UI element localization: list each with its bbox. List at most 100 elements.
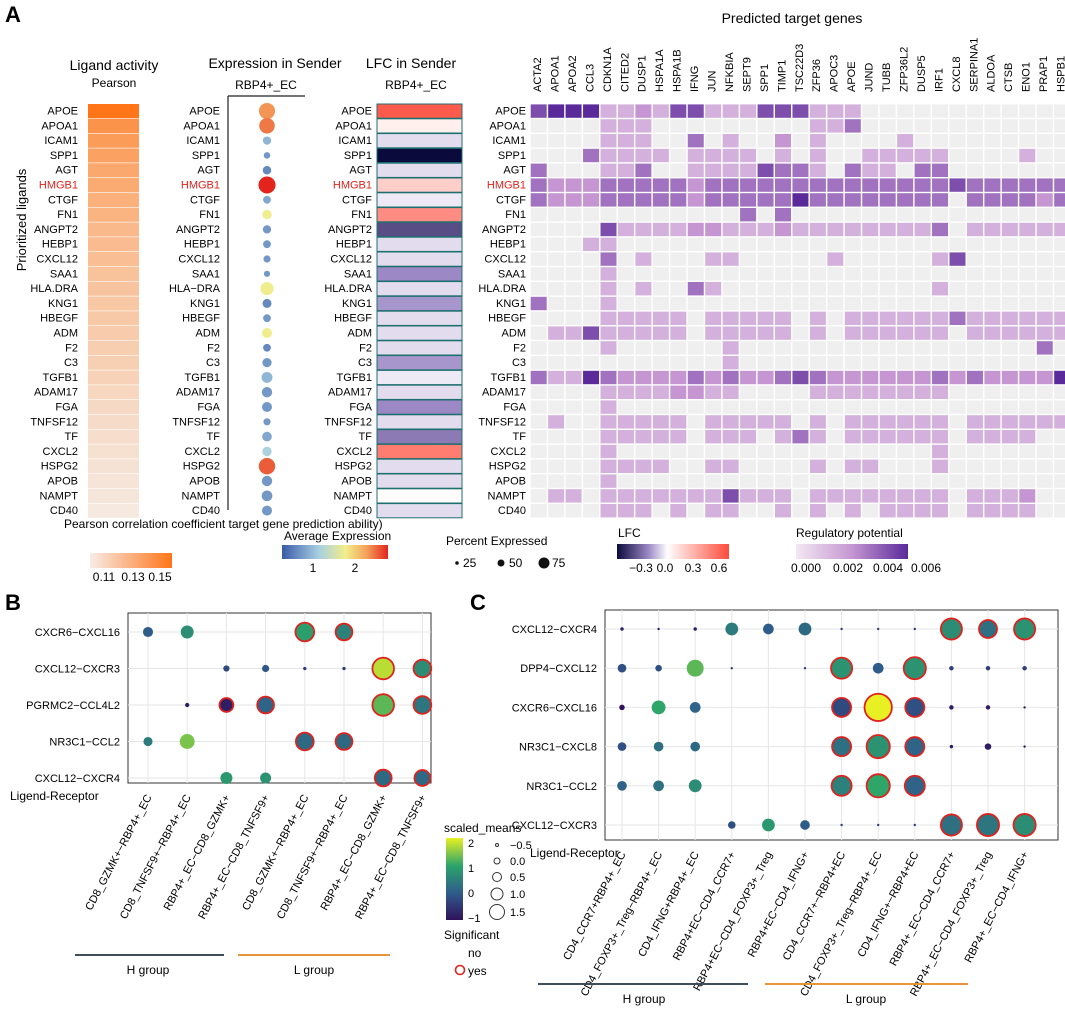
lfc-ligand-label: NAMPT [334, 490, 373, 502]
bubble-point [985, 665, 991, 671]
h-group-label-c: H group [623, 992, 666, 1006]
target-ligand-labels: APOE APOA1 ICAM1 SPP1 AGT HMGB1 CTGF FN1 ANGPT2 H… [478, 106, 526, 518]
target-cell [932, 311, 949, 325]
target-cell [705, 459, 722, 473]
target-cell [966, 208, 983, 222]
legend-sm-tick-1: 1 [468, 863, 474, 875]
target-cell [897, 474, 914, 488]
target-cell [687, 326, 704, 340]
bubble-point [913, 823, 916, 827]
target-cell [844, 415, 861, 429]
target-cell [652, 474, 669, 488]
legend-lfc: LFC −0.3 0.0 0.3 0.6 [617, 526, 729, 575]
panel-label-b: B [5, 590, 21, 615]
target-cell [1001, 267, 1018, 281]
expression-ligand-label: KNG1 [190, 298, 220, 310]
target-cell [530, 459, 547, 473]
bubble-point [877, 627, 880, 631]
target-cell [583, 163, 600, 177]
target-cell [722, 119, 739, 133]
target-cell [792, 252, 809, 266]
lfc-cell [376, 147, 463, 164]
expression-dot [263, 343, 271, 352]
target-cell [1019, 163, 1036, 177]
target-cell [984, 193, 1001, 207]
target-cell [583, 178, 600, 192]
target-cell [862, 430, 879, 444]
target-cell [670, 504, 687, 518]
target-gene-label: ALDOA [986, 54, 998, 92]
target-cell [600, 119, 617, 133]
target-cell [932, 444, 949, 459]
target-gene-label: APOC3 [829, 55, 841, 92]
lfc-ligand-label: ADAM17 [328, 387, 372, 399]
target-cell [932, 415, 949, 429]
lfc-ligand-label: HMGB1 [333, 180, 372, 192]
target-cell [757, 326, 774, 340]
target-ligand-label: TF [513, 431, 527, 443]
target-cell [949, 208, 966, 222]
target-cell [687, 341, 704, 355]
target-cell [1001, 341, 1018, 355]
target-cell [809, 504, 826, 518]
target-cell [600, 134, 617, 148]
target-cell [722, 296, 739, 311]
target-cell [914, 296, 931, 311]
target-cell [705, 252, 722, 266]
target-cell [914, 415, 931, 429]
legend-lfc-title: LFC [618, 526, 641, 540]
lfc-cell [376, 369, 463, 386]
legend-sig-yes-ring [454, 964, 466, 976]
target-cell [635, 459, 652, 473]
target-cell [984, 148, 1001, 163]
target-cell [548, 148, 565, 163]
target-cell [1001, 163, 1018, 177]
bubble-point [617, 742, 627, 751]
target-cell [687, 267, 704, 281]
target-cell [914, 459, 931, 473]
target-cell [775, 134, 791, 148]
bubble-point [840, 627, 843, 631]
expression-dots [258, 102, 276, 516]
target-cell [530, 430, 547, 444]
target-cell [548, 489, 565, 503]
target-cell [897, 282, 914, 296]
lfc-cell [376, 251, 463, 267]
target-cell [827, 504, 844, 518]
target-cell [740, 430, 757, 444]
ligand-activity-cell [88, 148, 139, 163]
target-cell [1036, 474, 1053, 488]
target-cell [809, 252, 826, 266]
target-cell [984, 311, 1001, 325]
bubble-point [651, 700, 666, 715]
bubble-point [863, 692, 893, 722]
target-cell [897, 296, 914, 311]
target-cell [862, 474, 879, 488]
expression-ligand-label: HEBP1 [184, 239, 220, 251]
expression-dot [262, 165, 272, 175]
target-cell [1036, 178, 1053, 192]
target-cell [984, 252, 1001, 266]
target-cell [670, 356, 687, 370]
lfc-cell [376, 177, 463, 193]
target-cell [722, 134, 739, 148]
target-cell [757, 178, 774, 192]
lfc-ligand-label: HBEGF [334, 313, 372, 325]
ligand-label: HEBP1 [42, 239, 78, 251]
target-cell [879, 400, 896, 414]
target-cell [1036, 341, 1053, 355]
target-cell [705, 430, 722, 444]
target-cell [932, 104, 949, 118]
pair-label: NR3C1−CCL2 [526, 781, 597, 793]
lfc-cell [376, 443, 463, 460]
target-cell [1054, 267, 1065, 281]
target-cell [583, 385, 600, 399]
target-cell [844, 311, 861, 325]
target-cell [879, 296, 896, 311]
target-cell [548, 119, 565, 133]
target-cell [862, 104, 879, 118]
target-cell [530, 326, 547, 340]
target-cell [757, 385, 774, 399]
target-cell [1054, 119, 1065, 133]
target-cell [722, 400, 739, 414]
